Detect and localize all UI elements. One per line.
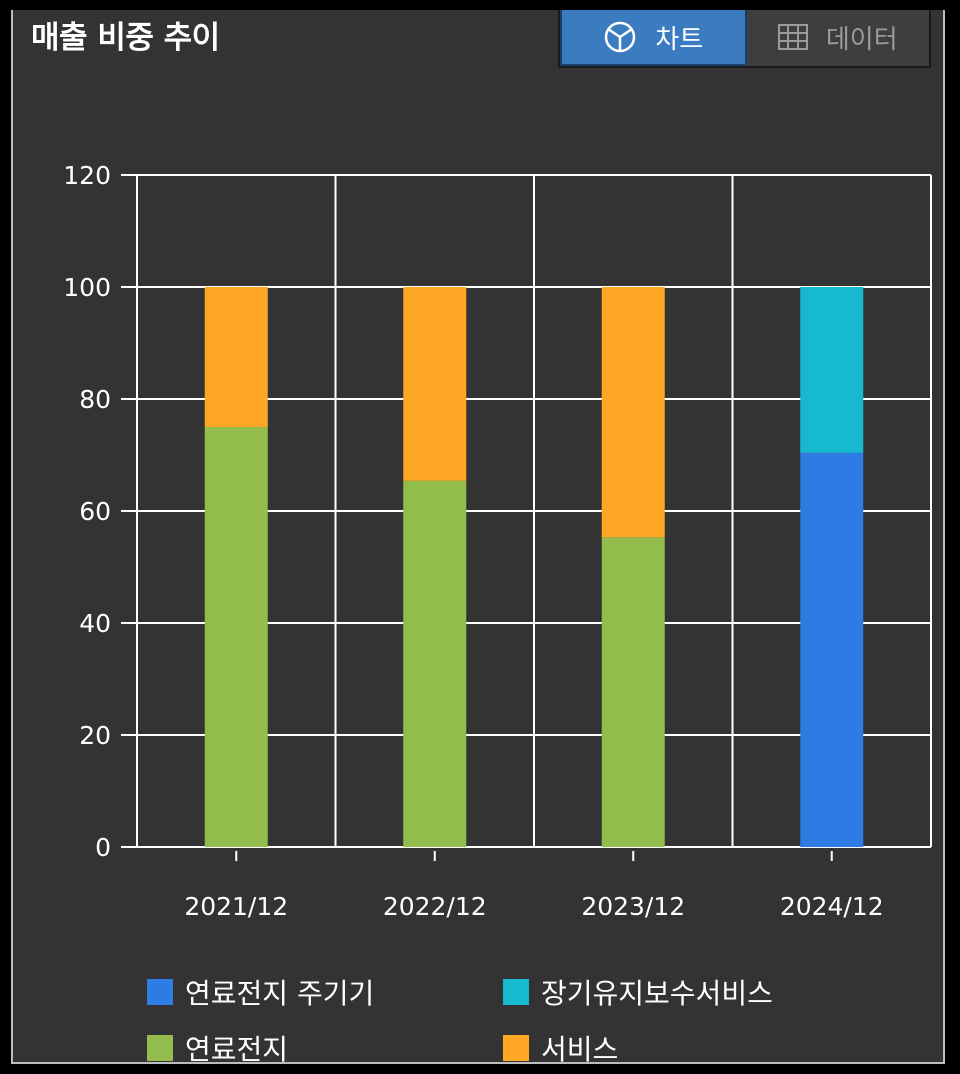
view-toggle: 차트 데이터 [558,10,931,68]
bar-segment[interactable] [204,427,268,847]
stacked-bar-chart: 0 20 40 60 80 100 120 2021/12 2022/12 2023/12 2024… [63,161,932,921]
legend-item[interactable]: 장기유지보수서비스 [503,972,773,1012]
y-tick-label: 80 [79,385,111,414]
chart-title: 매출 비중 추이 [31,20,220,56]
x-tick-label: 2021/12 [184,892,288,921]
bar-segment[interactable] [403,287,467,481]
legend-item[interactable]: 서비스 [503,1028,619,1064]
bar-segment[interactable] [601,287,665,538]
data-view-label: 데이터 [825,24,898,55]
chart-panel: 매출 비중 추이 차트 [11,10,945,1064]
data-view-button[interactable]: 데이터 [746,10,929,66]
y-tick-label: 100 [63,273,111,302]
y-tick-label: 0 [95,833,111,862]
legend-label: 서비스 [541,1033,619,1064]
legend-label: 장기유지보수서비스 [541,977,773,1010]
legend-label: 연료전지 주기기 [185,977,375,1010]
legend-item[interactable]: 연료전지 주기기 [147,972,374,1012]
y-tick-label: 20 [79,721,111,750]
legend-swatch [147,1035,173,1061]
bar-segment[interactable] [403,480,467,847]
y-tick-label: 120 [63,161,111,190]
chart-view-label: 차트 [655,24,704,55]
legend-item[interactable]: 연료전지 [147,1028,289,1064]
chart-view-button[interactable]: 차트 [560,10,747,66]
x-tick-label: 2022/12 [383,892,487,921]
legend-swatch [147,979,173,1005]
bar-segment[interactable] [800,287,864,453]
bar-segment[interactable] [800,452,864,847]
x-tick-label: 2024/12 [780,892,884,921]
legend-label: 연료전지 [185,1033,289,1064]
y-tick-label: 60 [79,497,111,526]
legend-swatch [503,1035,529,1061]
legend-swatch [503,979,529,1005]
bar-segment[interactable] [601,537,665,847]
pie-chart-icon [603,20,637,54]
bar-segment[interactable] [204,287,268,427]
y-tick-label: 40 [79,609,111,638]
table-grid-icon [777,24,808,50]
x-tick-label: 2023/12 [581,892,685,921]
